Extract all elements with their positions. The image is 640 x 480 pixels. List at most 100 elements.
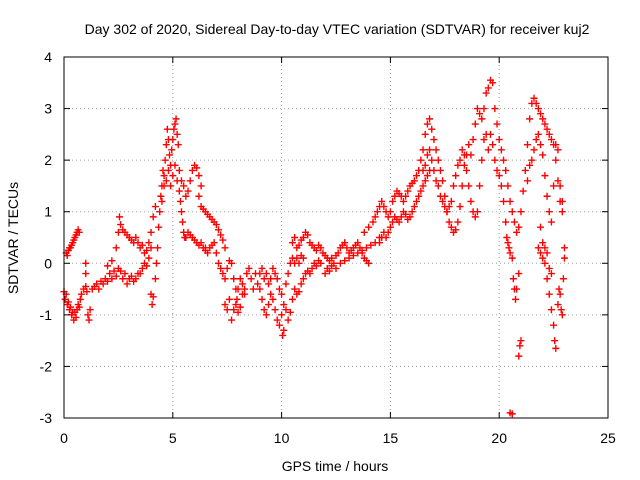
data-point — [341, 239, 349, 247]
data-point — [114, 228, 122, 236]
data-point — [82, 270, 90, 278]
data-point — [174, 141, 182, 149]
data-point — [271, 306, 279, 314]
data-point — [275, 285, 283, 293]
data-point — [419, 182, 427, 190]
y-tick-label: 3 — [44, 101, 52, 117]
data-point — [537, 249, 545, 257]
data-point — [515, 352, 523, 360]
data-point — [197, 182, 205, 190]
data-point — [195, 192, 203, 200]
data-points — [60, 76, 568, 418]
data-point — [417, 187, 425, 195]
data-point — [258, 264, 266, 272]
data-point — [236, 303, 244, 311]
data-point — [389, 218, 397, 226]
y-tick-label: -2 — [40, 358, 53, 374]
data-point — [317, 244, 325, 252]
data-point — [502, 166, 510, 174]
data-point — [262, 311, 270, 319]
data-point — [517, 337, 525, 345]
data-point — [155, 223, 163, 231]
data-point — [278, 311, 286, 319]
data-point — [515, 270, 523, 278]
data-point — [238, 280, 246, 288]
data-point — [85, 316, 93, 324]
data-point — [537, 110, 545, 118]
data-point — [182, 192, 190, 200]
data-point — [421, 130, 429, 138]
data-point — [389, 197, 397, 205]
data-point — [233, 295, 241, 303]
data-point — [556, 290, 564, 298]
data-point — [145, 239, 153, 247]
data-point — [83, 288, 91, 296]
data-point — [500, 156, 508, 164]
data-point — [391, 192, 399, 200]
data-point — [271, 270, 279, 278]
data-point — [77, 290, 85, 298]
data-point — [489, 141, 497, 149]
data-point — [454, 218, 462, 226]
data-point — [473, 208, 481, 216]
data-point — [373, 208, 381, 216]
data-point — [386, 223, 394, 231]
data-point — [436, 166, 444, 174]
data-point — [530, 94, 538, 102]
data-point — [550, 321, 558, 329]
data-point — [508, 410, 516, 418]
data-point — [291, 234, 299, 241]
data-point — [454, 161, 462, 169]
data-point — [293, 254, 301, 262]
data-point — [158, 197, 166, 205]
data-point — [243, 270, 251, 278]
data-point — [284, 270, 292, 278]
data-point — [515, 223, 523, 231]
data-point — [288, 295, 296, 303]
data-point — [545, 290, 553, 298]
data-point — [421, 177, 429, 185]
data-point — [67, 303, 75, 311]
data-point — [82, 259, 90, 267]
data-point — [299, 234, 307, 241]
data-point — [430, 166, 438, 174]
data-point — [291, 285, 299, 293]
data-point — [180, 182, 188, 190]
data-point — [395, 218, 403, 226]
data-point — [219, 236, 227, 244]
data-point — [299, 275, 307, 283]
data-point — [456, 203, 464, 211]
data-point — [460, 151, 468, 159]
data-point — [539, 239, 547, 247]
data-point — [127, 272, 135, 280]
data-point — [423, 172, 431, 180]
data-point — [497, 146, 505, 154]
data-point — [147, 228, 155, 236]
data-point — [543, 192, 551, 200]
data-point — [384, 228, 392, 236]
data-point — [284, 316, 292, 324]
data-point — [367, 241, 375, 249]
data-point — [460, 161, 468, 169]
data-point — [493, 166, 501, 174]
x-tick-label: 10 — [274, 430, 290, 446]
data-point — [241, 285, 249, 293]
data-point — [552, 141, 560, 149]
data-point — [551, 337, 559, 345]
x-tick-label: 15 — [383, 430, 399, 446]
data-point — [476, 110, 484, 118]
data-point — [384, 213, 392, 221]
data-point — [166, 151, 174, 159]
data-point — [173, 130, 181, 138]
data-point — [75, 228, 83, 236]
data-point — [269, 264, 277, 272]
data-point — [558, 311, 566, 319]
data-point — [84, 311, 92, 319]
data-point — [503, 234, 511, 241]
data-point — [547, 218, 555, 226]
data-point — [151, 275, 159, 283]
data-point — [543, 249, 551, 257]
data-point — [306, 270, 314, 278]
data-point — [214, 226, 222, 234]
